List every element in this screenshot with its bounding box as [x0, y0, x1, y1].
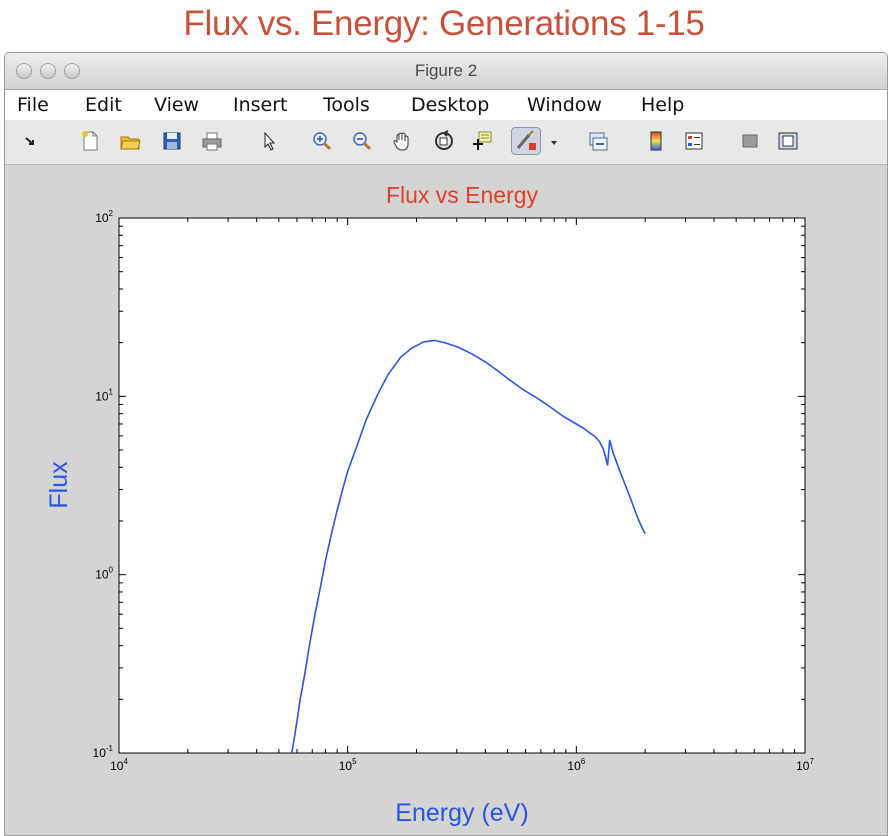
- colorbar-icon[interactable]: [645, 130, 667, 152]
- open-file-icon[interactable]: [119, 130, 141, 152]
- x-tick-label: 105: [339, 757, 357, 773]
- hide-plot-tools-icon[interactable]: [739, 130, 761, 152]
- pan-hand-icon[interactable]: [391, 130, 413, 152]
- menu-insert[interactable]: Insert: [233, 94, 288, 116]
- y-tick-label: 10-1: [93, 744, 114, 760]
- save-icon[interactable]: [161, 130, 183, 152]
- tick-labels: 104 105 106 107 10-1 100 101 102: [93, 209, 815, 773]
- menu-help[interactable]: Help: [641, 94, 685, 116]
- menu-edit[interactable]: Edit: [85, 94, 122, 116]
- rotate-3d-icon[interactable]: [433, 130, 455, 152]
- y-axis-label: Flux: [45, 461, 73, 509]
- close-window-button[interactable]: [16, 63, 32, 79]
- page-title: Flux vs. Energy: Generations 1-15: [183, 4, 705, 43]
- zoom-window-button[interactable]: [64, 63, 80, 79]
- zoom-in-icon[interactable]: [311, 130, 333, 152]
- window-title: Figure 2: [414, 61, 478, 80]
- menu-bar: File Edit View Insert Tools Desktop Wind…: [5, 90, 887, 120]
- brush-icon[interactable]: [511, 127, 541, 155]
- menu-tools[interactable]: Tools: [323, 94, 370, 116]
- dock-arrow-icon[interactable]: [19, 130, 41, 152]
- flux-series-line: [291, 339, 646, 754]
- axis-ticks: [118, 218, 805, 754]
- window-titlebar[interactable]: Figure 2: [5, 53, 887, 90]
- plot-area: [118, 217, 806, 754]
- menu-desktop[interactable]: Desktop: [411, 94, 490, 116]
- new-figure-icon[interactable]: [79, 130, 101, 152]
- y-tick-label: 100: [95, 566, 113, 582]
- brush-dropdown-icon[interactable]: [549, 130, 559, 152]
- figure-canvas: 104 105 106 107 10-1 100 101 102 Flux vs Energy…: [5, 165, 887, 835]
- y-tick-label: 101: [95, 387, 113, 403]
- x-tick-label: 107: [796, 757, 814, 773]
- show-plot-tools-icon[interactable]: [777, 130, 799, 152]
- chart-title: Flux vs Energy: [386, 182, 539, 208]
- link-plot-icon[interactable]: [587, 130, 609, 152]
- figure-window: Figure 2 File Edit View Insert Tools Des…: [4, 52, 888, 836]
- x-axis-label: Energy (eV): [395, 799, 528, 827]
- print-icon[interactable]: [201, 130, 223, 152]
- flux-energy-chart[interactable]: 104 105 106 107 10-1 100 101 102 Flux vs Energy…: [5, 165, 887, 835]
- menu-window[interactable]: Window: [527, 94, 602, 116]
- minimize-window-button[interactable]: [40, 63, 56, 79]
- menu-file[interactable]: File: [17, 94, 49, 116]
- data-cursor-icon[interactable]: [471, 130, 493, 152]
- x-tick-label: 104: [110, 757, 128, 773]
- figure-toolbar: [5, 120, 887, 165]
- menu-view[interactable]: View: [154, 94, 200, 116]
- y-tick-label: 102: [95, 209, 113, 225]
- legend-icon[interactable]: [683, 130, 705, 152]
- zoom-out-icon[interactable]: [351, 130, 373, 152]
- x-tick-label: 106: [567, 757, 585, 773]
- pointer-icon[interactable]: [259, 130, 281, 152]
